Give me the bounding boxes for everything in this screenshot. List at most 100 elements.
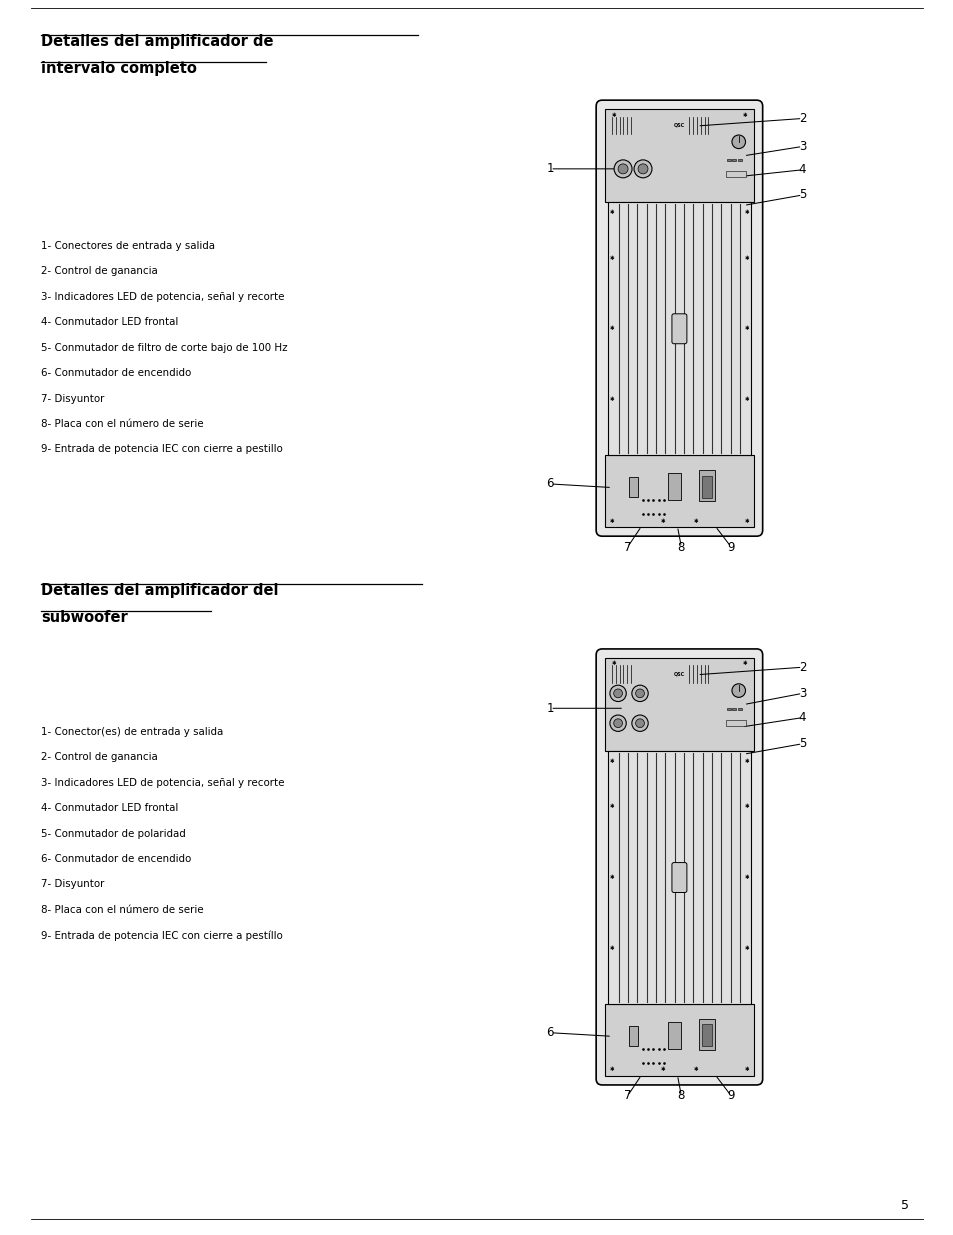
Text: 8- Placa con el número de serie: 8- Placa con el número de serie xyxy=(41,419,204,429)
Text: 6- Conmutador de encendido: 6- Conmutador de encendido xyxy=(41,368,192,378)
Circle shape xyxy=(731,684,744,698)
Text: 5- Conmutador de polaridad: 5- Conmutador de polaridad xyxy=(41,829,186,839)
Text: ✱: ✱ xyxy=(659,1067,664,1072)
Text: 1- Conectores de entrada y salida: 1- Conectores de entrada y salida xyxy=(41,241,215,251)
Text: Detalles del amplificador de: Detalles del amplificador de xyxy=(41,35,274,49)
Text: ✱: ✱ xyxy=(743,396,748,403)
Text: 2- Control de ganancia: 2- Control de ganancia xyxy=(41,267,158,277)
Text: 3- Indicadores LED de potencia, señal y recorte: 3- Indicadores LED de potencia, señal y … xyxy=(41,778,285,788)
Text: 4: 4 xyxy=(798,163,805,177)
Text: 9- Entrada de potencia IEC con cierre a pestíllo: 9- Entrada de potencia IEC con cierre a … xyxy=(41,930,283,941)
Bar xyxy=(667,1021,680,1049)
Text: ✱: ✱ xyxy=(741,112,746,117)
Text: 4- Conmutador LED frontal: 4- Conmutador LED frontal xyxy=(41,803,178,813)
Text: ✱: ✱ xyxy=(611,112,616,117)
Text: 8- Placa con el número de serie: 8- Placa con el número de serie xyxy=(41,905,204,915)
Text: 7: 7 xyxy=(623,541,631,553)
Circle shape xyxy=(609,715,625,731)
Bar xyxy=(737,159,740,162)
Bar xyxy=(699,471,714,501)
Bar xyxy=(699,1019,714,1050)
Circle shape xyxy=(635,689,643,698)
Text: ✱: ✱ xyxy=(609,326,614,331)
Text: ✱: ✱ xyxy=(609,804,614,809)
Bar xyxy=(701,1025,711,1046)
Bar xyxy=(726,708,730,710)
Text: 5: 5 xyxy=(798,737,805,750)
Text: ✱: ✱ xyxy=(741,662,746,667)
Circle shape xyxy=(613,719,621,727)
Text: 3: 3 xyxy=(798,687,805,700)
Text: ✱: ✱ xyxy=(611,662,616,667)
Text: Detalles del amplificador del: Detalles del amplificador del xyxy=(41,583,278,598)
Text: ✱: ✱ xyxy=(743,804,748,809)
Circle shape xyxy=(638,164,647,174)
Text: 5: 5 xyxy=(798,189,805,201)
Text: ✱: ✱ xyxy=(609,519,614,524)
Text: ✱: ✱ xyxy=(694,1067,698,1072)
Bar xyxy=(726,159,730,162)
FancyBboxPatch shape xyxy=(596,100,761,536)
Text: intervalo completo: intervalo completo xyxy=(41,62,197,77)
Bar xyxy=(732,159,736,162)
Text: ✱: ✱ xyxy=(694,519,698,524)
Text: ✱: ✱ xyxy=(743,1067,748,1072)
Bar xyxy=(701,475,711,498)
Text: QSC: QSC xyxy=(673,122,684,127)
Text: ✱: ✱ xyxy=(743,519,748,524)
Text: 3: 3 xyxy=(798,140,805,153)
Text: 2- Control de ganancia: 2- Control de ganancia xyxy=(41,752,158,762)
Text: 1- Conector(es) de entrada y salida: 1- Conector(es) de entrada y salida xyxy=(41,726,223,737)
Text: 5: 5 xyxy=(900,1199,908,1212)
Text: ✱: ✱ xyxy=(609,946,614,951)
Text: ✱: ✱ xyxy=(743,326,748,331)
Text: ✱: ✱ xyxy=(609,1067,614,1072)
Text: 7: 7 xyxy=(623,1089,631,1103)
Text: 2: 2 xyxy=(798,112,805,125)
Circle shape xyxy=(614,159,632,178)
Text: ✱: ✱ xyxy=(743,946,748,951)
Text: 9: 9 xyxy=(727,1089,734,1103)
Bar xyxy=(604,1004,753,1076)
Circle shape xyxy=(613,689,621,698)
Text: ✱: ✱ xyxy=(743,256,748,261)
FancyBboxPatch shape xyxy=(671,314,686,343)
Circle shape xyxy=(731,135,744,148)
Text: 1: 1 xyxy=(546,162,554,175)
Circle shape xyxy=(609,685,625,701)
Circle shape xyxy=(618,164,627,174)
Bar xyxy=(607,203,750,456)
Text: 6- Conmutador de encendido: 6- Conmutador de encendido xyxy=(41,853,192,864)
Text: ✱: ✱ xyxy=(609,210,614,215)
Bar xyxy=(667,473,680,500)
Text: 5- Conmutador de filtro de corte bajo de 100 Hz: 5- Conmutador de filtro de corte bajo de… xyxy=(41,342,288,353)
FancyBboxPatch shape xyxy=(596,648,761,1084)
FancyBboxPatch shape xyxy=(671,862,686,893)
Bar xyxy=(725,172,745,178)
Bar xyxy=(607,751,750,1004)
Text: 6: 6 xyxy=(546,1026,554,1039)
Text: subwoofer: subwoofer xyxy=(41,610,128,625)
Text: 3- Indicadores LED de potencia, señal y recorte: 3- Indicadores LED de potencia, señal y … xyxy=(41,291,285,301)
Text: ✱: ✱ xyxy=(743,210,748,215)
Bar xyxy=(732,708,736,710)
Bar xyxy=(628,1026,638,1046)
Text: ✱: ✱ xyxy=(659,519,664,524)
Text: 8: 8 xyxy=(677,541,684,553)
Bar xyxy=(725,720,745,726)
Text: 7- Disyuntor: 7- Disyuntor xyxy=(41,879,105,889)
Text: 2: 2 xyxy=(798,661,805,674)
Circle shape xyxy=(631,715,647,731)
Bar xyxy=(604,109,753,203)
Text: 9- Entrada de potencia IEC con cierre a pestillo: 9- Entrada de potencia IEC con cierre a … xyxy=(41,445,283,454)
Circle shape xyxy=(631,685,647,701)
Text: ✱: ✱ xyxy=(609,876,614,881)
Text: 7- Disyuntor: 7- Disyuntor xyxy=(41,394,105,404)
Circle shape xyxy=(635,719,643,727)
Text: 6: 6 xyxy=(546,478,554,490)
Text: ✱: ✱ xyxy=(743,758,748,763)
Bar xyxy=(737,708,740,710)
Circle shape xyxy=(634,159,651,178)
Bar xyxy=(628,477,638,496)
Bar xyxy=(604,456,753,527)
